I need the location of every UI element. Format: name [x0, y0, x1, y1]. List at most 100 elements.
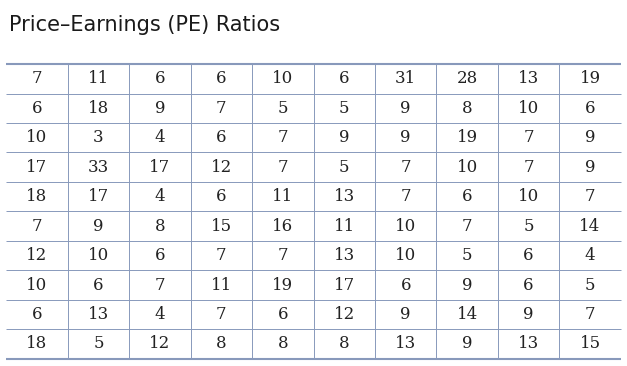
Text: 13: 13: [518, 336, 539, 352]
Text: 19: 19: [579, 70, 601, 87]
Text: 6: 6: [339, 70, 349, 87]
Text: 6: 6: [462, 188, 472, 205]
Text: 9: 9: [524, 306, 534, 323]
Text: 19: 19: [456, 129, 478, 146]
Text: 7: 7: [524, 159, 534, 176]
Text: 5: 5: [339, 100, 349, 117]
Text: 5: 5: [462, 247, 472, 264]
Text: 17: 17: [149, 159, 171, 176]
Text: 11: 11: [211, 277, 232, 294]
Text: 7: 7: [155, 277, 165, 294]
Text: 6: 6: [216, 70, 226, 87]
Text: 6: 6: [401, 277, 411, 294]
Text: 31: 31: [395, 70, 416, 87]
Text: 19: 19: [272, 277, 293, 294]
Text: 18: 18: [26, 336, 48, 352]
Text: 7: 7: [278, 159, 288, 176]
Text: 4: 4: [155, 129, 165, 146]
Text: 10: 10: [518, 188, 539, 205]
Text: 12: 12: [26, 247, 48, 264]
Text: 8: 8: [339, 336, 349, 352]
Text: 6: 6: [93, 277, 103, 294]
Text: 9: 9: [462, 277, 472, 294]
Text: 18: 18: [88, 100, 109, 117]
Text: 9: 9: [155, 100, 165, 117]
Text: 9: 9: [401, 129, 411, 146]
Text: 8: 8: [278, 336, 288, 352]
Text: 6: 6: [216, 129, 226, 146]
Text: 7: 7: [524, 129, 534, 146]
Text: 9: 9: [401, 100, 411, 117]
Text: 5: 5: [585, 277, 595, 294]
Text: 7: 7: [216, 100, 226, 117]
Text: Price–Earnings (PE) Ratios: Price–Earnings (PE) Ratios: [9, 15, 280, 35]
Text: 10: 10: [88, 247, 109, 264]
Text: 6: 6: [155, 247, 165, 264]
Text: 10: 10: [26, 129, 48, 146]
Text: 9: 9: [401, 306, 411, 323]
Text: 17: 17: [26, 159, 48, 176]
Text: 12: 12: [149, 336, 171, 352]
Text: 8: 8: [462, 100, 472, 117]
Text: 4: 4: [585, 247, 595, 264]
Text: 7: 7: [278, 247, 288, 264]
Text: 6: 6: [278, 306, 288, 323]
Text: 10: 10: [395, 247, 416, 264]
Text: 11: 11: [88, 70, 109, 87]
Text: 7: 7: [216, 247, 226, 264]
Text: 4: 4: [155, 188, 165, 205]
Text: 12: 12: [334, 306, 355, 323]
Text: 6: 6: [155, 70, 165, 87]
Text: 9: 9: [462, 336, 472, 352]
Text: 8: 8: [216, 336, 226, 352]
Text: 7: 7: [278, 129, 288, 146]
Text: 6: 6: [32, 100, 42, 117]
Text: 9: 9: [585, 129, 595, 146]
Text: 17: 17: [334, 277, 355, 294]
Text: 9: 9: [93, 218, 103, 235]
Text: 10: 10: [26, 277, 48, 294]
Text: 15: 15: [211, 218, 232, 235]
Text: 9: 9: [339, 129, 349, 146]
Text: 7: 7: [585, 188, 595, 205]
Text: 13: 13: [334, 188, 355, 205]
Text: 17: 17: [88, 188, 109, 205]
Text: 8: 8: [155, 218, 165, 235]
Text: 5: 5: [339, 159, 349, 176]
Text: 33: 33: [88, 159, 109, 176]
Text: 11: 11: [334, 218, 355, 235]
Text: 6: 6: [585, 100, 595, 117]
Text: 13: 13: [395, 336, 416, 352]
Text: 10: 10: [272, 70, 293, 87]
Text: 18: 18: [26, 188, 48, 205]
Text: 7: 7: [462, 218, 472, 235]
Text: 7: 7: [401, 188, 411, 205]
Text: 6: 6: [216, 188, 226, 205]
Text: 5: 5: [278, 100, 288, 117]
Text: 13: 13: [334, 247, 355, 264]
Text: 16: 16: [272, 218, 293, 235]
Text: 10: 10: [395, 218, 416, 235]
Text: 15: 15: [579, 336, 601, 352]
Text: 7: 7: [585, 306, 595, 323]
Text: 28: 28: [456, 70, 478, 87]
Text: 13: 13: [88, 306, 109, 323]
Text: 10: 10: [456, 159, 478, 176]
Text: 11: 11: [272, 188, 293, 205]
Text: 12: 12: [211, 159, 232, 176]
Text: 3: 3: [93, 129, 103, 146]
Text: 6: 6: [524, 277, 534, 294]
Text: 4: 4: [155, 306, 165, 323]
Text: 7: 7: [32, 70, 42, 87]
Text: 5: 5: [524, 218, 534, 235]
Text: 7: 7: [216, 306, 226, 323]
Text: 6: 6: [524, 247, 534, 264]
Text: 5: 5: [93, 336, 103, 352]
Text: 14: 14: [579, 218, 601, 235]
Text: 7: 7: [401, 159, 411, 176]
Text: 7: 7: [32, 218, 42, 235]
Text: 9: 9: [585, 159, 595, 176]
Text: 13: 13: [518, 70, 539, 87]
Text: 14: 14: [456, 306, 478, 323]
Text: 10: 10: [518, 100, 539, 117]
